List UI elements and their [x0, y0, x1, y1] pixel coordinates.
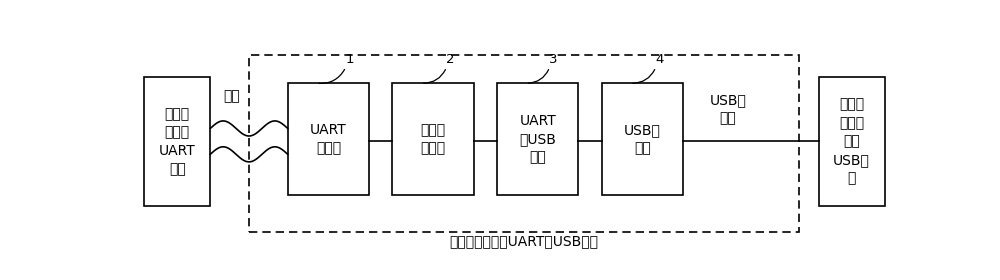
Text: 1: 1 — [346, 53, 354, 66]
Text: 2: 2 — [446, 53, 455, 66]
Text: 服务板
卡上的
UART
接口: 服务板 卡上的 UART 接口 — [159, 107, 196, 176]
Text: 3: 3 — [549, 53, 558, 66]
FancyBboxPatch shape — [392, 83, 474, 195]
FancyBboxPatch shape — [819, 77, 885, 206]
Text: 排线: 排线 — [224, 89, 240, 103]
Text: 4: 4 — [656, 53, 664, 66]
FancyBboxPatch shape — [288, 83, 369, 195]
Text: 服务器
外接设
备的
USB接
口: 服务器 外接设 备的 USB接 口 — [833, 98, 870, 185]
FancyBboxPatch shape — [497, 83, 578, 195]
Text: USB连
接线: USB连 接线 — [710, 93, 746, 125]
Text: 电压确
定模块: 电压确 定模块 — [420, 123, 446, 155]
Text: UART
连接器: UART 连接器 — [310, 123, 347, 155]
FancyBboxPatch shape — [144, 77, 210, 206]
Text: UART
转USB
模块: UART 转USB 模块 — [519, 114, 556, 165]
Text: USB连
接器: USB连 接器 — [624, 123, 661, 155]
Text: 可自适应电压的UART转USB系统: 可自适应电压的UART转USB系统 — [450, 235, 599, 249]
FancyBboxPatch shape — [602, 83, 683, 195]
